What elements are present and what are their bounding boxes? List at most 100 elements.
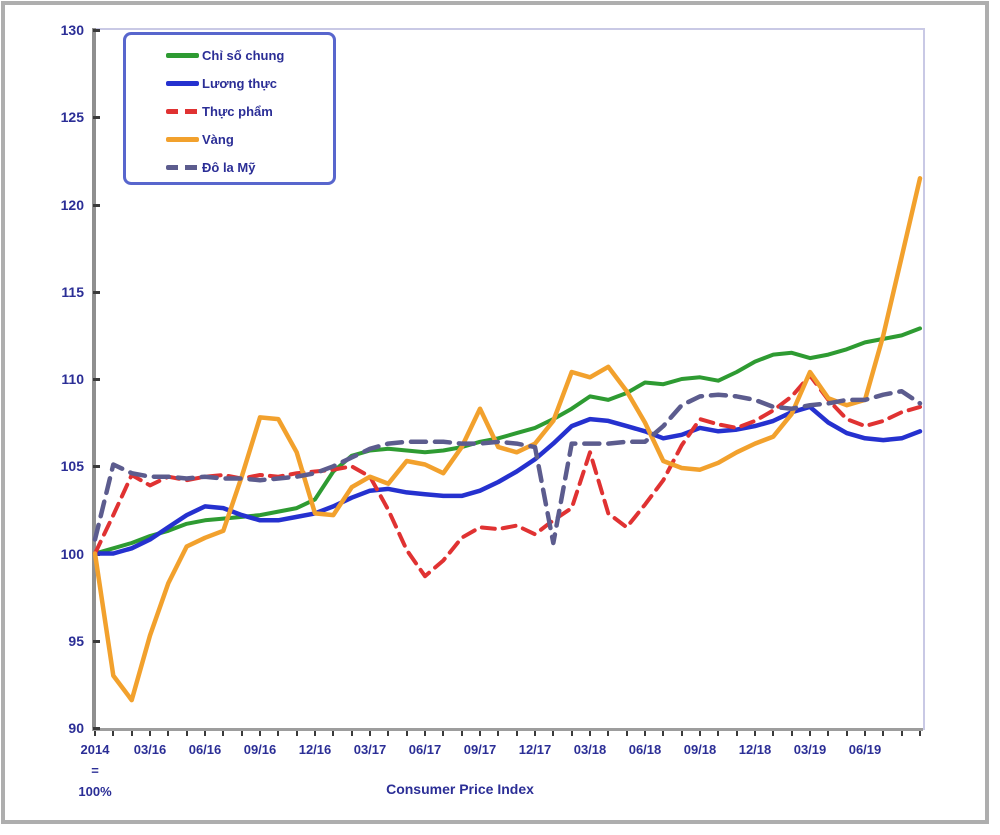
chart-legend: Chỉ số chung Lương thực Thực phẩm Vàng Đô la… [123, 32, 336, 185]
x-tick-mark [699, 731, 701, 736]
line-chart [92, 176, 923, 703]
x-tick-label: 03/19 [793, 742, 827, 757]
legend-item: Thực phẩm [126, 97, 333, 125]
x-tick-mark [717, 731, 720, 736]
x-tick-mark [919, 731, 921, 736]
x-tick-mark [644, 731, 646, 736]
x-tick-mark [369, 731, 371, 736]
x-axis-title: Consumer Price Index [386, 781, 534, 797]
y-tick-label: 95 [68, 632, 84, 649]
legend-item: Chỉ số chung [126, 41, 333, 69]
x-tick-mark [607, 731, 610, 736]
series-line [93, 326, 922, 556]
x-tick-label: 03/17 [353, 742, 387, 757]
legend-line-marker-icon [166, 52, 199, 58]
x-tick-mark [94, 731, 96, 736]
x-tick-mark [680, 731, 683, 736]
x-axis-line [92, 728, 923, 731]
y-tick-mark [93, 116, 100, 120]
x-tick-label: 09/17 [463, 742, 497, 757]
x-tick-mark [259, 731, 261, 736]
legend-line-marker-icon [166, 80, 199, 86]
y-tick-mark [93, 639, 100, 643]
x-tick-label: 09/18 [683, 742, 717, 757]
y-tick-label: 125 [60, 109, 84, 126]
y-tick-mark [93, 29, 100, 32]
legend-item: Đô la Mỹ [126, 153, 333, 181]
y-tick-mark [93, 290, 100, 294]
legend-label: Lương thực [202, 75, 278, 91]
x-tick-mark [625, 731, 628, 736]
y-tick-label: 90 [68, 720, 84, 736]
legend-label: Chỉ số chung [202, 47, 285, 63]
legend-line-marker-icon [166, 108, 199, 114]
x-tick-mark [515, 731, 518, 736]
x-tick-mark [845, 731, 848, 736]
x-tick-label: 12/16 [298, 742, 332, 757]
legend-label: Thực phẩm [202, 103, 273, 119]
legend-line-marker-icon [166, 164, 199, 170]
series-line [92, 176, 923, 703]
x-tick-mark [277, 731, 280, 736]
x-tick-mark [772, 731, 775, 736]
y-tick-mark [93, 203, 100, 207]
legend-item: Vàng [126, 125, 333, 153]
x-tick-label: 06/18 [628, 742, 662, 757]
x-tick-label: 12/18 [738, 742, 772, 757]
x-tick-mark [240, 731, 243, 736]
x-tick-label: 03/16 [133, 742, 167, 757]
x-tick-mark [790, 731, 793, 736]
series-line [92, 388, 923, 546]
x-tick-mark [314, 731, 316, 736]
x-tick-mark [479, 731, 481, 736]
x-tick-label: 12/17 [518, 742, 552, 757]
x-tick-label: 06/19 [848, 742, 882, 757]
x-tick-mark [130, 731, 133, 736]
x-tick-mark [332, 731, 335, 736]
x-tick-mark [442, 731, 445, 736]
legend-label: Đô la Mỹ [202, 159, 256, 175]
x-tick-mark [735, 731, 738, 736]
y-tick-label: 100 [60, 545, 84, 562]
y-tick-label: 130 [60, 22, 84, 38]
y-tick-label: 110 [61, 371, 84, 387]
x-tick-mark [589, 731, 591, 736]
y-tick-mark [93, 378, 100, 381]
x-tick-label-base: 2014 = 100% [78, 742, 112, 799]
x-tick-mark [222, 731, 225, 736]
x-tick-mark [149, 731, 151, 736]
x-tick-mark [295, 731, 298, 736]
x-tick-mark [350, 731, 353, 736]
x-tick-mark [167, 731, 170, 736]
x-tick-label: 06/16 [188, 742, 222, 757]
x-tick-mark [112, 731, 115, 736]
x-tick-mark [864, 731, 866, 736]
x-tick-mark [570, 731, 573, 736]
x-tick-label: 09/16 [243, 742, 277, 757]
series-line [92, 404, 923, 556]
x-tick-mark [185, 731, 188, 736]
x-tick-mark [754, 731, 756, 736]
x-tick-mark [552, 731, 555, 736]
x-tick-mark [827, 731, 830, 736]
x-tick-mark [809, 731, 811, 736]
x-tick-mark [882, 731, 885, 736]
y-tick-label: 115 [61, 283, 84, 300]
y-tick-label: 105 [60, 458, 84, 475]
x-tick-mark [424, 731, 426, 736]
x-tick-mark [662, 731, 665, 736]
x-tick-mark [405, 731, 408, 736]
x-tick-mark [387, 731, 390, 736]
x-tick-mark [460, 731, 463, 736]
legend-line-marker-icon [166, 136, 199, 142]
y-tick-mark [93, 727, 100, 730]
x-tick-mark [534, 731, 536, 736]
y-tick-mark [93, 465, 100, 469]
x-tick-label: 03/18 [573, 742, 607, 757]
legend-label: Vàng [202, 131, 234, 147]
x-tick-label: 06/17 [408, 742, 442, 757]
legend-item: Lương thực [126, 69, 333, 97]
x-tick-mark [204, 731, 206, 736]
x-tick-mark [497, 731, 500, 736]
y-tick-label: 120 [60, 196, 84, 213]
